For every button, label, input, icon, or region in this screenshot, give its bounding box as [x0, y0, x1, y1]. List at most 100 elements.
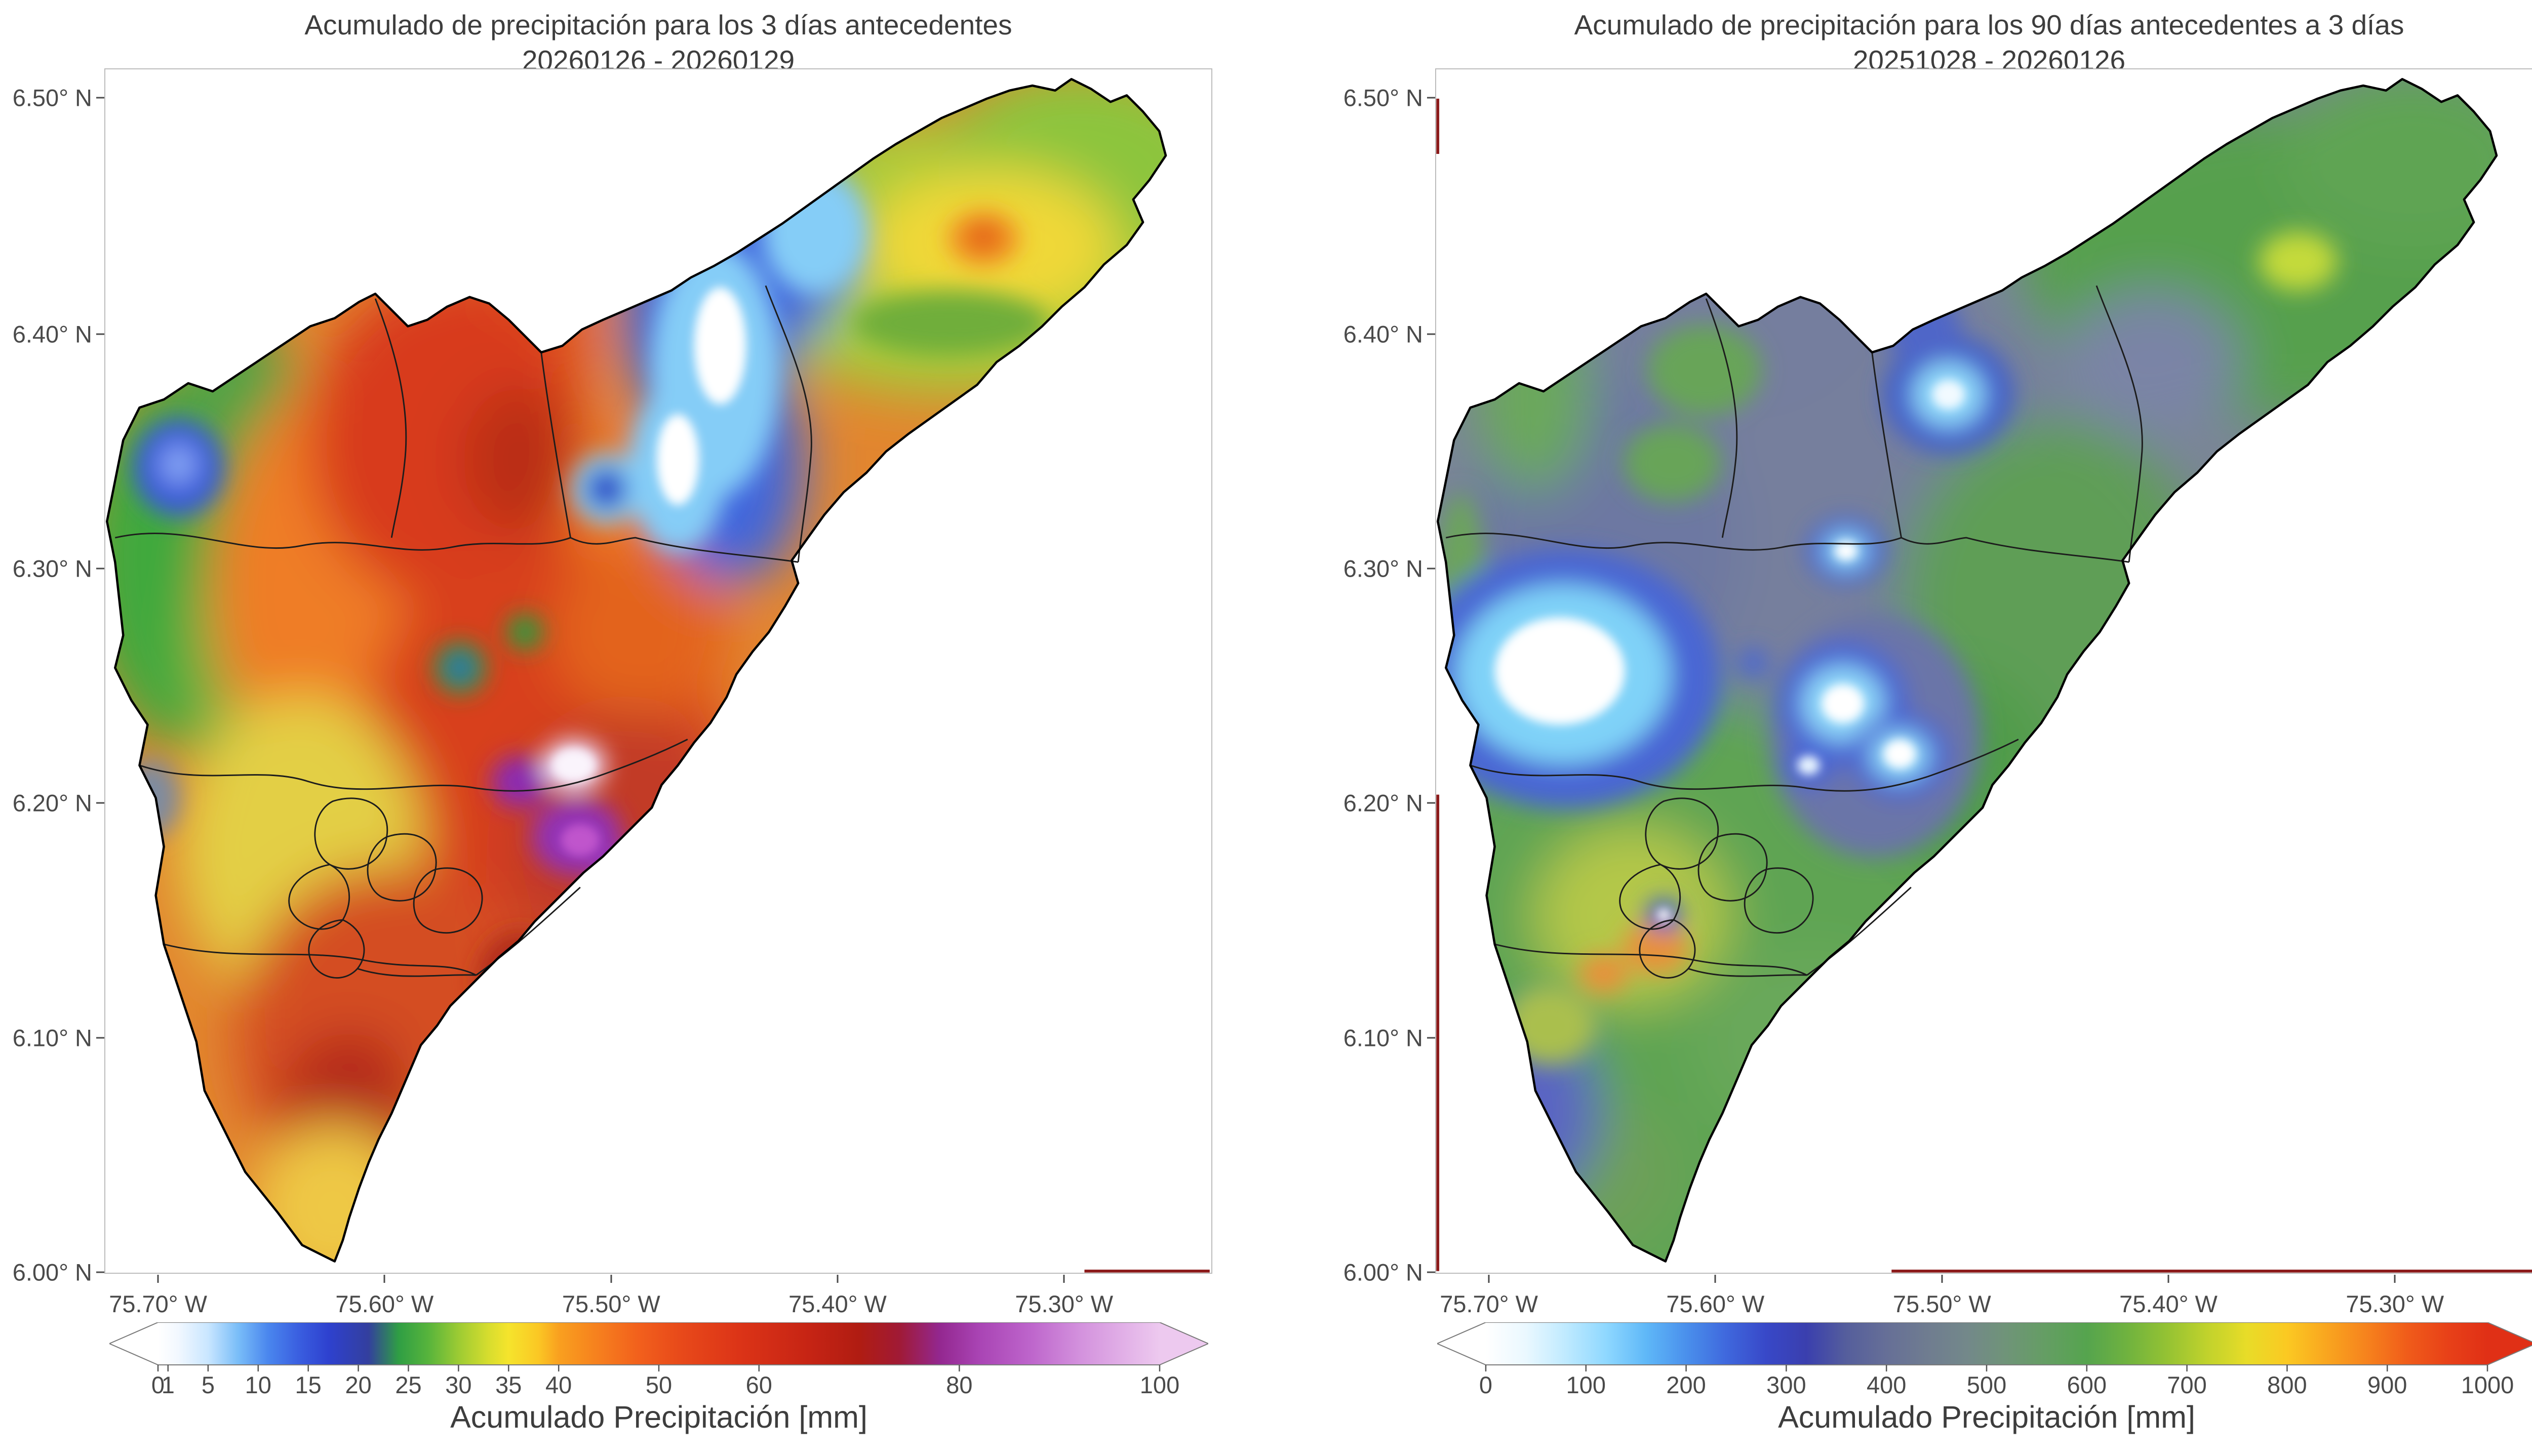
map-plot-area: [104, 68, 1212, 1274]
municipality-border: [374, 298, 407, 538]
x-axis: 75.70° W 75.60° W 75.50° W 75.40° W 75.30° W: [1435, 1275, 2532, 1330]
municipality-border: [1901, 537, 2129, 563]
municipality-border: [570, 537, 799, 563]
y-axis-ticks: [1427, 68, 1435, 1274]
municipality-border: [540, 352, 571, 538]
x-tick-mark: [1063, 1275, 1065, 1283]
y-tick-label: 6.10° N: [1343, 1024, 1423, 1051]
x-tick-label: 75.70° W: [109, 1290, 208, 1317]
colorbar-gradient: [158, 1322, 1160, 1365]
y-tick-mark: [96, 333, 104, 335]
y-tick-label: 6.50° N: [12, 84, 92, 111]
y-axis-labels: 6.50° N 6.40° N 6.30° N 6.20° N 6.10° N 6.00°…: [1277, 68, 1423, 1285]
precip-field-layer: [107, 79, 1166, 1262]
title-line-1: Acumulado de precipitación para los 90 d…: [1574, 9, 2404, 41]
y-tick-label: 6.30° N: [1343, 555, 1423, 582]
colorbar-tick-label: 50: [645, 1371, 672, 1398]
municipality-border: [2095, 285, 2143, 562]
x-tick-mark: [610, 1275, 612, 1283]
municipality-border: [367, 833, 437, 902]
colorbar-tick-label: 500: [1966, 1371, 2007, 1398]
municipality-border: [1744, 867, 1814, 934]
municipality-border: [1927, 739, 2019, 778]
municipality-border: [1871, 352, 1902, 538]
colorbar-tick-label: 700: [2167, 1371, 2207, 1398]
colorbar-tick-label: 80: [946, 1371, 973, 1398]
x-tick-mark: [2167, 1275, 2169, 1283]
colorbar-tick-label: 5: [201, 1371, 215, 1398]
colorbar-tick-label: 100: [1139, 1371, 1180, 1398]
colorbar-label: Acumulado Precipitación [mm]: [1778, 1400, 2195, 1434]
municipality-border: [1688, 967, 1807, 977]
colorbar-tick-label: 35: [495, 1371, 522, 1398]
y-tick-mark: [96, 1037, 104, 1039]
colorbar: [109, 1322, 1208, 1371]
x-tick-mark: [1488, 1275, 1490, 1283]
colorbar-tick-label: 400: [1866, 1371, 1907, 1398]
x-tick-label: 75.70° W: [1440, 1290, 1538, 1317]
y-tick-label: 6.00° N: [1343, 1259, 1423, 1286]
colorbar-tick-label: 800: [2267, 1371, 2307, 1398]
y-tick-mark: [1427, 568, 1435, 570]
x-tick-mark: [1941, 1275, 1943, 1283]
y-tick-label: 6.00° N: [12, 1259, 92, 1286]
x-tick-mark: [383, 1275, 385, 1283]
map-canvas: [105, 78, 1210, 1273]
colorbar-right-arrow: [2487, 1322, 2532, 1365]
y-tick-label: 6.20° N: [12, 789, 92, 817]
colorbar-tick-label: 1000: [2461, 1371, 2514, 1398]
municipality-border: [1705, 298, 1738, 538]
colorbar-gradient: [1486, 1322, 2487, 1365]
colorbar-tick-label: 60: [745, 1371, 772, 1398]
municipality-border: [139, 764, 597, 792]
y-tick-label: 6.20° N: [1343, 789, 1423, 817]
municipality-border: [596, 739, 688, 778]
y-tick-label: 6.40° N: [1343, 320, 1423, 348]
municipality-border: [1697, 833, 1768, 902]
colorbar-tick-label: 0: [151, 1371, 165, 1398]
x-tick-mark: [1714, 1275, 1716, 1283]
x-tick-label: 75.50° W: [562, 1290, 660, 1317]
y-tick-mark: [1427, 1037, 1435, 1039]
x-tick-mark: [2394, 1275, 2396, 1283]
panel-title: Acumulado de precipitación para los 3 dí…: [104, 7, 1212, 78]
panel-precip-90-dias: Acumulado de precipitación para los 90 d…: [1277, 0, 2532, 1456]
municipality-border: [164, 943, 477, 976]
x-tick-mark: [837, 1275, 839, 1283]
y-tick-mark: [96, 1271, 104, 1273]
x-tick-label: 75.40° W: [788, 1290, 887, 1317]
y-tick-mark: [1427, 333, 1435, 335]
municipality-border: [1645, 797, 1719, 870]
colorbar-tick-labels: 0 1 5 10 15 20 25 30 35 40 50 60 80 100: [151, 1371, 1179, 1399]
municipality-border: [288, 864, 350, 930]
y-axis-ticks: [96, 68, 104, 1274]
municipality-border: [1470, 764, 1928, 792]
x-tick-label: 75.40° W: [2119, 1290, 2218, 1317]
municipality-border: [413, 867, 483, 934]
title-line-1: Acumulado de precipitación para los 3 dí…: [304, 9, 1012, 41]
colorbar-tick-label: 200: [1666, 1371, 1706, 1398]
colorbar-tick-label: 25: [395, 1371, 422, 1398]
colorbar-left-arrow: [109, 1322, 158, 1365]
y-tick-mark: [96, 568, 104, 570]
municipality-border: [1639, 919, 1696, 979]
y-tick-mark: [1427, 1271, 1435, 1273]
colorbar-tick-label: 100: [1566, 1371, 1606, 1398]
colorbar-tick-label: 15: [295, 1371, 322, 1398]
precip-field: [107, 79, 1166, 1262]
municipality-border: [1494, 943, 1807, 976]
map-canvas: [1436, 78, 2532, 1273]
x-tick-mark: [157, 1275, 159, 1283]
map-plot-area: [1435, 68, 2532, 1274]
panel-precip-3-dias: Acumulado de precipitación para los 3 dí…: [0, 7, 1212, 1434]
y-axis-labels: 6.50° N 6.40° N 6.30° N 6.20° N 6.10° N 6.00°…: [0, 68, 92, 1285]
municipality-border: [1445, 533, 1902, 551]
y-tick-mark: [96, 802, 104, 804]
x-tick-label: 75.50° W: [1892, 1290, 1991, 1317]
x-axis: 75.70° W 75.60° W 75.50° W 75.40° W 75.30° W: [104, 1275, 1212, 1330]
colorbar-right-arrow: [1160, 1322, 1208, 1365]
y-tick-label: 6.30° N: [12, 555, 92, 582]
x-tick-label: 75.30° W: [1015, 1290, 1114, 1317]
colorbar-tick-label: 900: [2367, 1371, 2407, 1398]
colorbar: [1437, 1322, 2532, 1371]
